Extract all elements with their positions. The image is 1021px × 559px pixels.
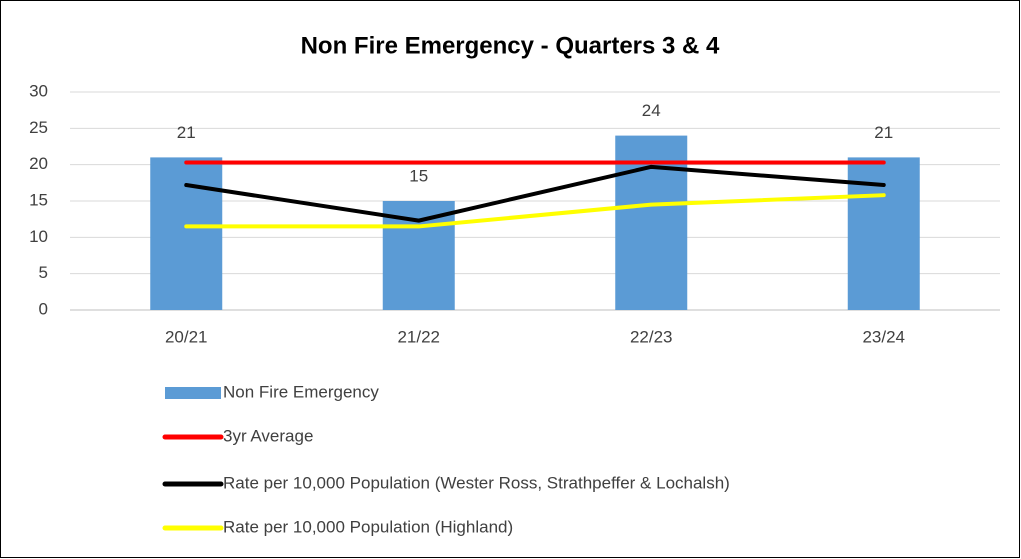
legend-label: Rate per 10,000 Population (Wester Ross,… bbox=[223, 473, 730, 492]
y-tick-label: 15 bbox=[29, 190, 48, 209]
legend-swatch bbox=[165, 387, 221, 399]
legend-label: Non Fire Emergency bbox=[223, 382, 379, 401]
data-label: 21 bbox=[177, 123, 196, 142]
data-label: 21 bbox=[874, 123, 893, 142]
x-tick-label: 22/23 bbox=[630, 327, 673, 346]
bar bbox=[847, 157, 920, 310]
y-tick-label: 0 bbox=[39, 299, 48, 318]
x-tick-label: 23/24 bbox=[862, 327, 905, 346]
y-tick-label: 10 bbox=[29, 227, 48, 246]
line-series bbox=[184, 164, 886, 223]
legend-label: Rate per 10,000 Population (Highland) bbox=[223, 517, 513, 536]
bar bbox=[615, 135, 688, 310]
y-tick-label: 25 bbox=[29, 118, 48, 137]
line-series bbox=[184, 193, 886, 229]
y-tick-label: 30 bbox=[29, 81, 48, 100]
legend-label: 3yr Average bbox=[223, 426, 313, 445]
x-tick-label: 21/22 bbox=[397, 327, 440, 346]
y-tick-label: 5 bbox=[39, 263, 48, 282]
x-tick-label: 20/21 bbox=[165, 327, 208, 346]
data-label: 24 bbox=[642, 101, 661, 120]
data-label: 15 bbox=[409, 166, 428, 185]
y-tick-label: 20 bbox=[29, 154, 48, 173]
bar bbox=[150, 157, 223, 310]
chart-title: Non Fire Emergency - Quarters 3 & 4 bbox=[301, 32, 720, 59]
